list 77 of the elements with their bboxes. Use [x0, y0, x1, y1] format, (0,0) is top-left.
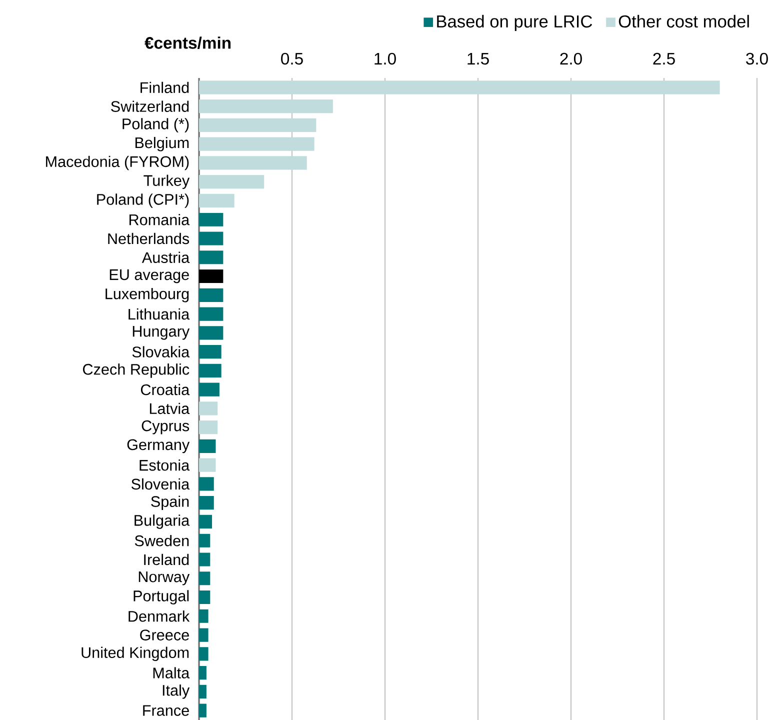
y-tick-label: Czech Republic — [83, 364, 190, 378]
bar — [199, 137, 314, 151]
bar — [199, 100, 333, 114]
y-tick-label: Netherlands — [108, 232, 190, 244]
x-tick-label: 3.0 — [746, 52, 768, 65]
bar — [199, 534, 210, 548]
y-tick-label: United Kingdom — [82, 646, 189, 662]
y-tick-label: Finland — [140, 82, 189, 94]
x-axis-title: €cents/min — [144, 36, 231, 49]
bar — [199, 552, 210, 566]
bar — [199, 684, 206, 698]
y-tick-label: Germany — [127, 439, 190, 454]
y-tick-label: Slovakia — [132, 346, 190, 358]
bar — [199, 364, 222, 378]
bar — [199, 666, 206, 680]
y-tick-label: Greece — [140, 630, 189, 640]
x-tick-label: 2.5 — [653, 52, 675, 65]
y-tick-label: Bulgaria — [134, 514, 190, 529]
legend-label: Based on pure LRIC — [437, 14, 592, 32]
y-tick-label: Turkey — [144, 174, 190, 189]
y-tick-label: Spain — [151, 496, 189, 510]
bar — [199, 458, 216, 472]
legend-label: Other cost model — [618, 14, 749, 28]
bar — [199, 175, 264, 189]
y-tick-label: Luxembourg — [106, 288, 189, 302]
x-tick-label: 0.5 — [281, 52, 303, 65]
bar — [199, 288, 224, 302]
y-tick-label: Slovenia — [132, 478, 190, 490]
bar — [199, 326, 224, 340]
bar — [199, 80, 720, 94]
y-tick-label: Lithuania — [128, 308, 190, 320]
x-tick-label: 1.0 — [374, 52, 396, 65]
bar — [199, 250, 224, 264]
y-tick-label: Estonia — [140, 459, 190, 471]
y-tick-label: EU average — [110, 269, 189, 284]
y-tick-label: Austria — [142, 252, 190, 264]
x-tick-label: 2.0 — [560, 52, 582, 65]
bar — [199, 590, 210, 604]
bar — [199, 269, 224, 284]
bar — [199, 382, 220, 396]
y-tick-label: Romania — [130, 214, 190, 226]
y-tick-label: Malta — [153, 667, 190, 678]
y-tick-label: Sweden — [134, 534, 189, 546]
y-tick-label: Norway — [138, 572, 190, 586]
bar — [199, 402, 218, 416]
y-tick-label: Denmark — [128, 610, 190, 622]
bar — [199, 496, 214, 510]
bar — [199, 477, 214, 491]
bar — [199, 514, 212, 529]
bar — [199, 344, 222, 359]
y-tick-label: Latvia — [150, 402, 190, 414]
bar — [199, 647, 208, 661]
y-tick-label: Hungary — [132, 326, 190, 340]
bar — [199, 628, 208, 642]
y-tick-label: France — [143, 705, 189, 716]
y-tick-label: Poland (CPI*) — [97, 194, 189, 208]
bar — [199, 118, 316, 132]
y-tick-label: Belgium — [135, 136, 189, 152]
bar — [199, 420, 218, 434]
bar — [199, 572, 210, 586]
bar — [199, 704, 206, 718]
bar — [199, 609, 208, 623]
bar — [199, 307, 224, 321]
y-tick-label: Portugal — [134, 590, 189, 604]
y-tick-label: Italy — [162, 684, 190, 699]
bar — [199, 194, 234, 208]
bar — [199, 232, 224, 246]
y-tick-label: Switzerland — [111, 100, 189, 112]
y-tick-label: Croatia — [140, 384, 190, 396]
bar — [199, 212, 224, 226]
x-tick-label: 1.5 — [468, 53, 489, 65]
y-tick-label: Macedonia (FYROM) — [46, 156, 189, 170]
bar — [199, 156, 307, 170]
y-tick-label: Cyprus — [142, 420, 190, 434]
y-tick-label: Poland (*) — [122, 118, 189, 132]
y-tick-label: Ireland — [144, 554, 189, 566]
bar — [199, 439, 216, 453]
